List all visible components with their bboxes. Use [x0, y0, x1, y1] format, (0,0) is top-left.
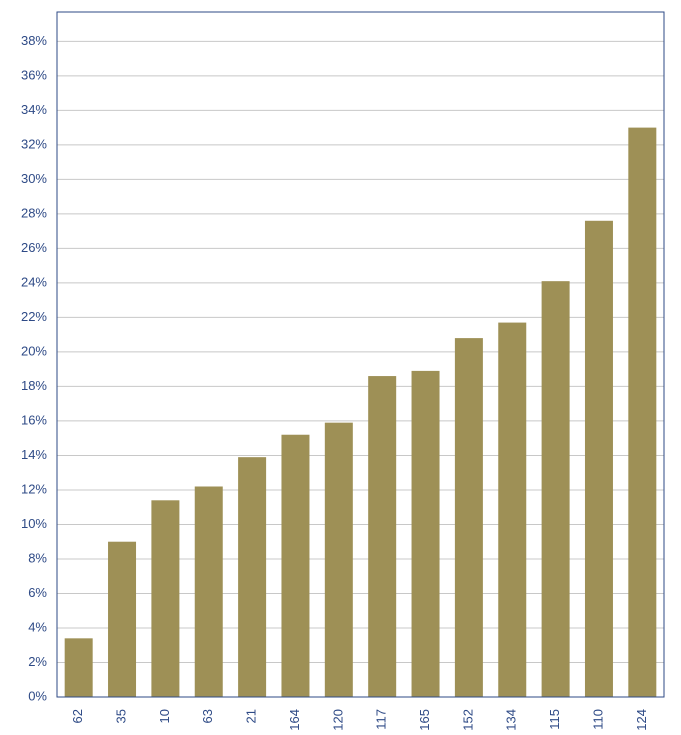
- y-tick-label: 34%: [21, 102, 47, 117]
- y-tick-label: 16%: [21, 412, 47, 427]
- y-tick-label: 26%: [21, 240, 47, 255]
- x-tick-label: 124: [634, 709, 649, 731]
- y-tick-label: 30%: [21, 171, 47, 186]
- x-tick-label: 63: [200, 709, 215, 723]
- bar: [238, 457, 267, 697]
- plot-frame: [56, 11, 665, 698]
- y-tick-label: 10%: [21, 516, 47, 531]
- x-tick-label: 62: [70, 709, 85, 723]
- x-tick-label: 152: [460, 709, 475, 731]
- y-tick-label: 14%: [21, 447, 47, 462]
- bar: [454, 338, 483, 697]
- bar: [151, 500, 180, 697]
- y-tick-label: 28%: [21, 205, 47, 220]
- bar: [64, 638, 93, 697]
- x-tick-label: 117: [374, 709, 389, 730]
- x-tick-label: 120: [330, 709, 345, 731]
- x-tick-label: 35: [113, 709, 128, 723]
- bar: [108, 541, 137, 697]
- y-tick-label: 20%: [21, 343, 47, 358]
- x-tick-label: 21: [244, 709, 259, 723]
- bar: [411, 370, 440, 697]
- bar: [541, 281, 570, 697]
- y-tick-label: 18%: [21, 378, 47, 393]
- y-tick-label: 0%: [28, 688, 47, 703]
- x-tick-label: 164: [287, 709, 302, 731]
- y-tick-label: 24%: [21, 274, 47, 289]
- y-tick-label: 38%: [21, 33, 47, 48]
- bar: [628, 127, 657, 697]
- x-tick-label: 134: [504, 709, 519, 731]
- y-tick-label: 22%: [21, 309, 47, 324]
- x-tick-label: 10: [157, 709, 172, 723]
- y-tick-label: 12%: [21, 481, 47, 496]
- y-tick-label: 2%: [28, 654, 47, 669]
- y-tick-label: 8%: [28, 550, 47, 565]
- y-tick-label: 36%: [21, 67, 47, 82]
- bar: [498, 322, 527, 697]
- y-tick-label: 32%: [21, 136, 47, 151]
- y-tick-label: 4%: [28, 619, 47, 634]
- bar: [194, 486, 223, 697]
- bar: [281, 434, 310, 697]
- x-tick-label: 110: [590, 709, 605, 730]
- x-tick-label: 165: [417, 709, 432, 731]
- bar: [324, 422, 353, 697]
- bar: [368, 376, 397, 697]
- x-tick-label: 115: [547, 709, 562, 730]
- bar: [584, 220, 613, 698]
- y-tick-label: 6%: [28, 585, 47, 600]
